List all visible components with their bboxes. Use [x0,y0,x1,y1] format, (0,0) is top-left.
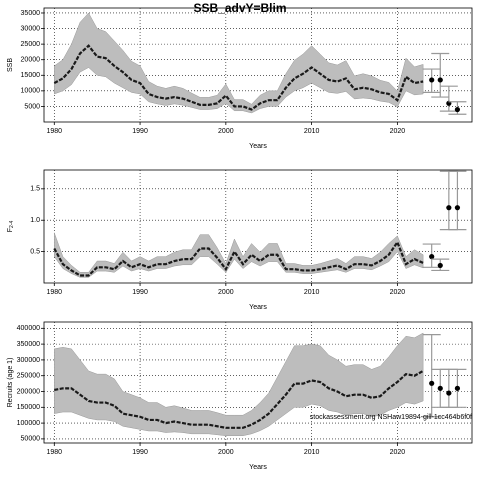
estimate-line [54,370,424,429]
x-tick-label: 2020 [390,128,406,135]
forecast-point [437,77,443,83]
confidence-band [54,12,424,114]
y-tick-label: 15000 [21,72,41,79]
chart-title: SSB_advY=Blim [193,1,286,15]
y-tick-label: 10000 [21,88,41,95]
forecast-point [446,205,452,211]
y-tick-label: 5000 [24,103,40,110]
y-tick-label: 1.0 [30,217,40,224]
x-tick-label: 1990 [132,449,148,456]
y-axis-label-sub: 2-4 [9,221,15,228]
x-tick-label: 2020 [390,289,406,296]
y-tick-label: 200000 [17,388,40,395]
x-tick-label: 2020 [390,449,406,456]
y-tick-label: 350000 [17,341,40,348]
y-tick-label: 100000 [17,420,40,427]
x-tick-label: 2000 [218,128,234,135]
y-axis-label-main: F [7,228,14,232]
y-axis-label: SSB [7,58,14,72]
forecast-point [429,380,435,386]
x-tick-label: 2010 [304,289,320,296]
y-tick-label: 20000 [21,57,41,64]
x-tick-label: 2000 [218,449,234,456]
x-axis-label: Years [249,464,267,471]
x-tick-label: 1980 [47,128,63,135]
y-tick-label: 300000 [17,357,40,364]
y-axis-label: F2-4 [7,221,15,233]
estimate-line [53,44,424,111]
annotation: stockassessment.org NSHaw19894-gill-1cc4… [310,414,472,421]
plot-frame [43,321,473,444]
y-tick-label: 30000 [21,25,41,32]
confidence-band [54,332,424,436]
plot-frame [43,169,473,284]
x-tick-label: 1980 [47,289,63,296]
plot-frame [43,7,473,123]
y-tick-label: 250000 [17,373,40,380]
y-tick-label: 50000 [21,436,41,443]
forecast-point [446,390,452,396]
x-tick-label: 2000 [218,289,234,296]
forecast-point [454,106,461,113]
y-axis-label-main: Recruits (age 1) [7,358,14,408]
panel: 1980 1990 2000 2010 2020 50000 100000 150000 200… [7,321,473,471]
x-tick-label: 1990 [132,128,148,135]
panel: 1980 1990 2000 2010 2020 0.5 1.0 1.5 Years F2-4 [7,169,473,311]
forecast-point [437,262,443,269]
forecast-point [429,254,435,260]
y-axis-label: Recruits (age 1) [7,358,14,408]
y-axis-label-main: SSB [7,58,14,72]
y-tick-label: 1.5 [30,186,40,193]
estimate-line [53,239,424,277]
x-tick-label: 2010 [304,449,320,456]
x-tick-label: 1980 [47,449,63,456]
x-axis-label: Years [249,143,267,150]
forecast-point [437,385,443,391]
y-tick-label: 150000 [17,404,40,411]
y-tick-label: 0.5 [30,248,40,255]
panel: 1980 1990 2000 2010 2020 5000 10000 15000 20000 2… [7,1,473,150]
forecast-point [429,77,435,83]
x-tick-label: 2010 [304,128,320,135]
x-axis-label: Years [249,304,267,311]
y-tick-label: 35000 [21,10,41,17]
forecast-point [454,385,461,391]
x-tick-label: 1990 [132,289,148,296]
y-tick-label: 25000 [21,41,41,48]
forecast-point [454,205,461,211]
y-tick-label: 400000 [17,325,40,332]
